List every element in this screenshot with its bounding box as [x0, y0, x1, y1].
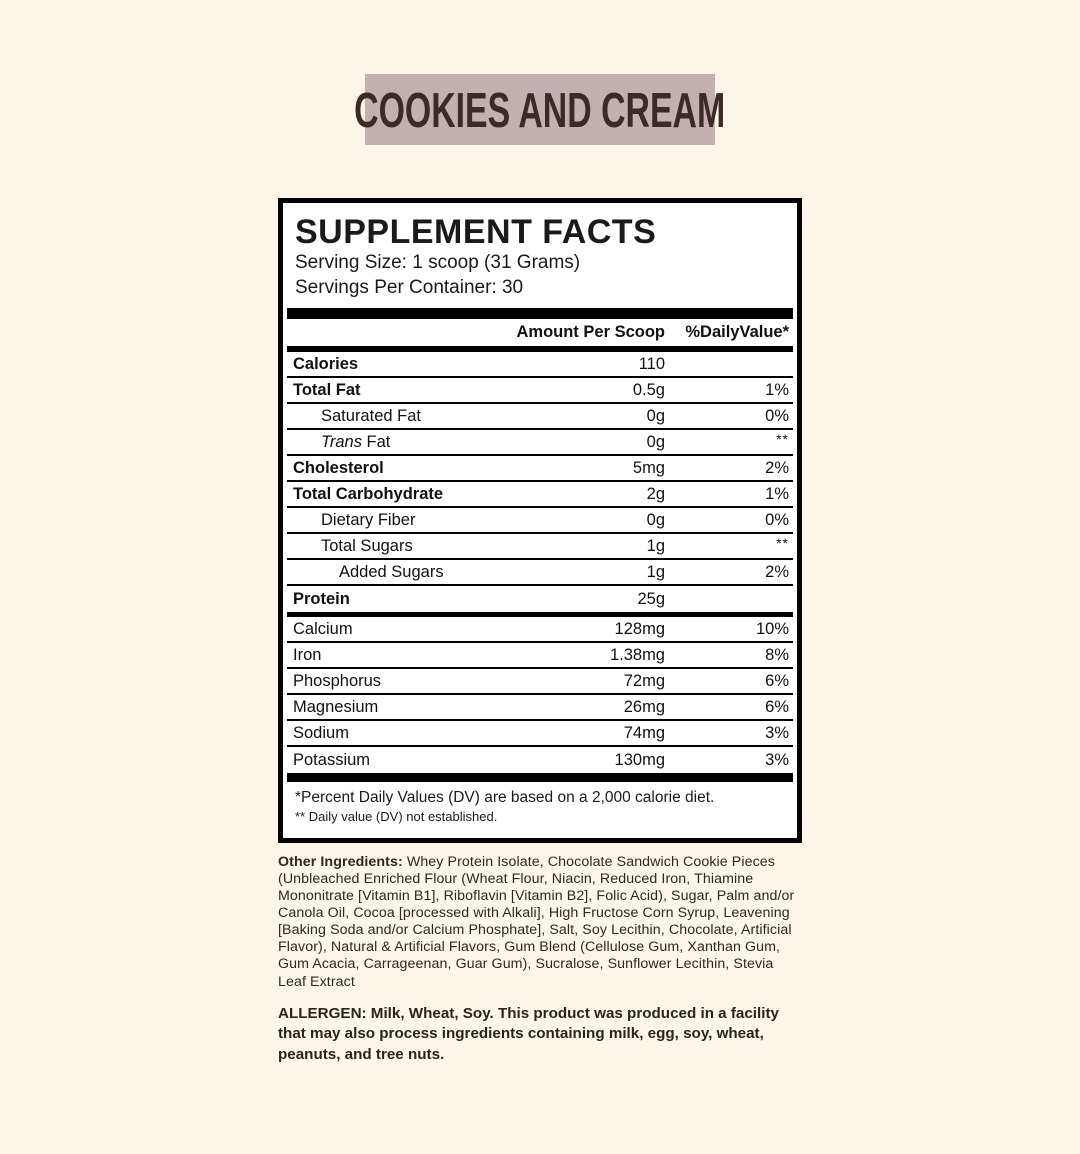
- nutrient-daily-value: 1%: [765, 484, 789, 503]
- divider-thick-bottom: [287, 773, 793, 783]
- table-row: Saturated Fat 0g 0%: [287, 404, 793, 431]
- nutrient-daily-value: **: [776, 534, 789, 551]
- nutrient-name: Total Carbohydrate: [293, 484, 444, 503]
- footnotes: *Percent Daily Values (DV) are based on …: [287, 782, 793, 834]
- flavor-badge-label: COOKIES AND CREAM: [354, 81, 726, 138]
- table-row: Calcium 128mg 10%: [287, 617, 793, 644]
- not-established-footnote: ** Daily value (DV) not established.: [295, 809, 498, 825]
- nutrient-daily-value: 8%: [765, 645, 789, 664]
- nutrient-daily-value: 1%: [765, 380, 789, 399]
- table-row: Trans Fat 0g **: [287, 430, 793, 457]
- nutrient-amount: 0.5g: [632, 380, 665, 399]
- nutrient-rows: Calories 110 Total Fat 0.5g 1% Saturated Fat 0…: [287, 352, 793, 612]
- nutrient-amount: 26mg: [623, 697, 665, 716]
- nutrient-name: Total Fat: [293, 380, 361, 399]
- nutrient-amount: 1g: [646, 562, 665, 581]
- other-ingredients-text: Whey Protein Isolate, Chocolate Sandwich…: [278, 854, 795, 990]
- mineral-rows: Calcium 128mg 10% Iron 1.38mg 8% Phosphorus 72m…: [287, 617, 793, 773]
- nutrient-daily-value: 10%: [755, 619, 789, 638]
- nutrient-name: Total Sugars: [321, 536, 413, 555]
- column-header-row: Amount Per Scoop %DailyValue*: [287, 319, 793, 346]
- nutrient-daily-value: 0%: [765, 510, 789, 529]
- nutrient-name: Calcium: [293, 619, 353, 638]
- nutrient-daily-value: 6%: [765, 671, 789, 690]
- servings-per-container: Servings Per Container: 30: [295, 276, 524, 298]
- facts-title: SUPPLEMENT FACTS: [295, 213, 657, 251]
- nutrient-daily-value: 2%: [765, 562, 789, 581]
- nutrient-name: Added Sugars: [339, 562, 444, 581]
- nutrient-daily-value: 0%: [765, 406, 789, 425]
- nutrient-amount: 0g: [646, 510, 665, 529]
- other-ingredients-paragraph: Other Ingredients: Whey Protein Isolate,…: [278, 854, 802, 990]
- nutrient-name: Dietary Fiber: [321, 510, 416, 529]
- table-row: Iron 1.38mg 8%: [287, 643, 793, 670]
- nutrient-name: Cholesterol: [293, 458, 384, 477]
- flavor-badge: COOKIES AND CREAM: [354, 74, 726, 145]
- column-header-daily-value: %DailyValue*: [685, 323, 789, 342]
- table-row: Total Fat 0.5g 1%: [287, 378, 793, 405]
- nutrient-daily-value: 3%: [765, 723, 789, 742]
- nutrient-daily-value: 6%: [765, 697, 789, 716]
- nutrient-name: Magnesium: [293, 697, 379, 716]
- nutrient-amount: 110: [638, 354, 665, 373]
- facts-header: SUPPLEMENT FACTS Serving Size: 1 scoop (…: [287, 207, 793, 308]
- nutrient-name: Protein: [293, 589, 350, 608]
- nutrient-amount: 72mg: [623, 671, 665, 690]
- divider-thick-top: [287, 308, 793, 320]
- nutrient-amount: 1.38mg: [609, 645, 665, 664]
- table-row: Sodium 74mg 3%: [287, 721, 793, 748]
- nutrient-amount: 74mg: [623, 723, 665, 742]
- nutrient-amount: 2g: [646, 484, 665, 503]
- divider-medium: [287, 346, 793, 353]
- daily-value-footnote: *Percent Daily Values (DV) are based on …: [295, 789, 715, 807]
- nutrient-name: Sodium: [293, 723, 349, 742]
- nutrient-name: Calories: [293, 354, 359, 373]
- nutrient-name: Iron: [293, 645, 322, 664]
- table-row: Added Sugars 1g 2%: [287, 560, 793, 587]
- table-row: Calories 110: [287, 352, 793, 379]
- table-row: Cholesterol 5mg 2%: [287, 456, 793, 483]
- other-ingredients-label: Other Ingredients:: [278, 854, 403, 871]
- table-row: Potassium 130mg 3%: [287, 747, 793, 773]
- nutrient-amount: 25g: [637, 589, 665, 608]
- table-row: Total Carbohydrate 2g 1%: [287, 482, 793, 509]
- nutrient-amount: 0g: [646, 432, 665, 451]
- table-row: Phosphorus 72mg 6%: [287, 669, 793, 696]
- nutrient-daily-value: 2%: [765, 458, 789, 477]
- divider-protein-minerals: [287, 612, 793, 618]
- nutrient-amount: 128mg: [614, 619, 665, 638]
- table-row: Magnesium 26mg 6%: [287, 695, 793, 722]
- nutrient-name: Saturated Fat: [321, 406, 421, 425]
- nutrient-name: Trans Fat: [321, 432, 391, 451]
- nutrient-name: Phosphorus: [293, 671, 382, 690]
- table-row: Dietary Fiber 0g 0%: [287, 508, 793, 535]
- serving-size: Serving Size: 1 scoop (31 Grams): [295, 252, 581, 274]
- label-paragraphs: Other Ingredients: Whey Protein Isolate,…: [278, 854, 802, 1065]
- nutrient-daily-value: 3%: [765, 750, 789, 769]
- nutrient-amount: 1g: [646, 536, 665, 555]
- supplement-facts-panel: SUPPLEMENT FACTS Serving Size: 1 scoop (…: [278, 198, 802, 844]
- nutrient-amount: 130mg: [614, 750, 665, 769]
- column-header-amount: Amount Per Scoop: [516, 323, 665, 342]
- nutrient-amount: 5mg: [632, 458, 665, 477]
- table-row: Protein 25g: [287, 586, 793, 612]
- allergen-paragraph: ALLERGEN: Milk, Wheat, Soy. This product…: [278, 1004, 779, 1063]
- nutrient-name: Potassium: [293, 750, 371, 769]
- nutrient-daily-value: **: [776, 430, 789, 447]
- nutrient-amount: 0g: [646, 406, 665, 425]
- table-row: Total Sugars 1g **: [287, 534, 793, 561]
